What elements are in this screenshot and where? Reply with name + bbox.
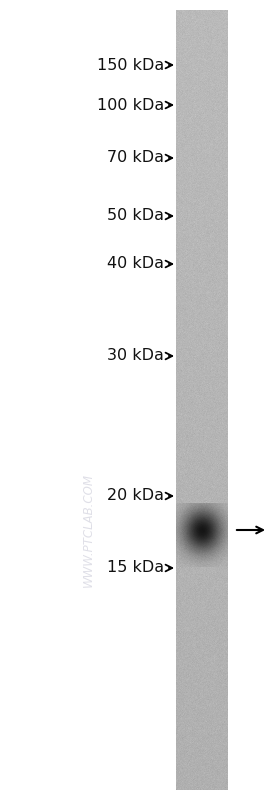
Text: WWW.PTCLAB.COM: WWW.PTCLAB.COM xyxy=(81,473,94,587)
Text: 70 kDa: 70 kDa xyxy=(107,150,164,165)
Text: 15 kDa: 15 kDa xyxy=(107,561,164,575)
Text: 40 kDa: 40 kDa xyxy=(107,256,164,272)
Text: 50 kDa: 50 kDa xyxy=(107,209,164,224)
Text: 100 kDa: 100 kDa xyxy=(97,97,164,113)
Text: 150 kDa: 150 kDa xyxy=(97,58,164,73)
Text: 20 kDa: 20 kDa xyxy=(107,488,164,503)
Text: 30 kDa: 30 kDa xyxy=(107,348,164,364)
